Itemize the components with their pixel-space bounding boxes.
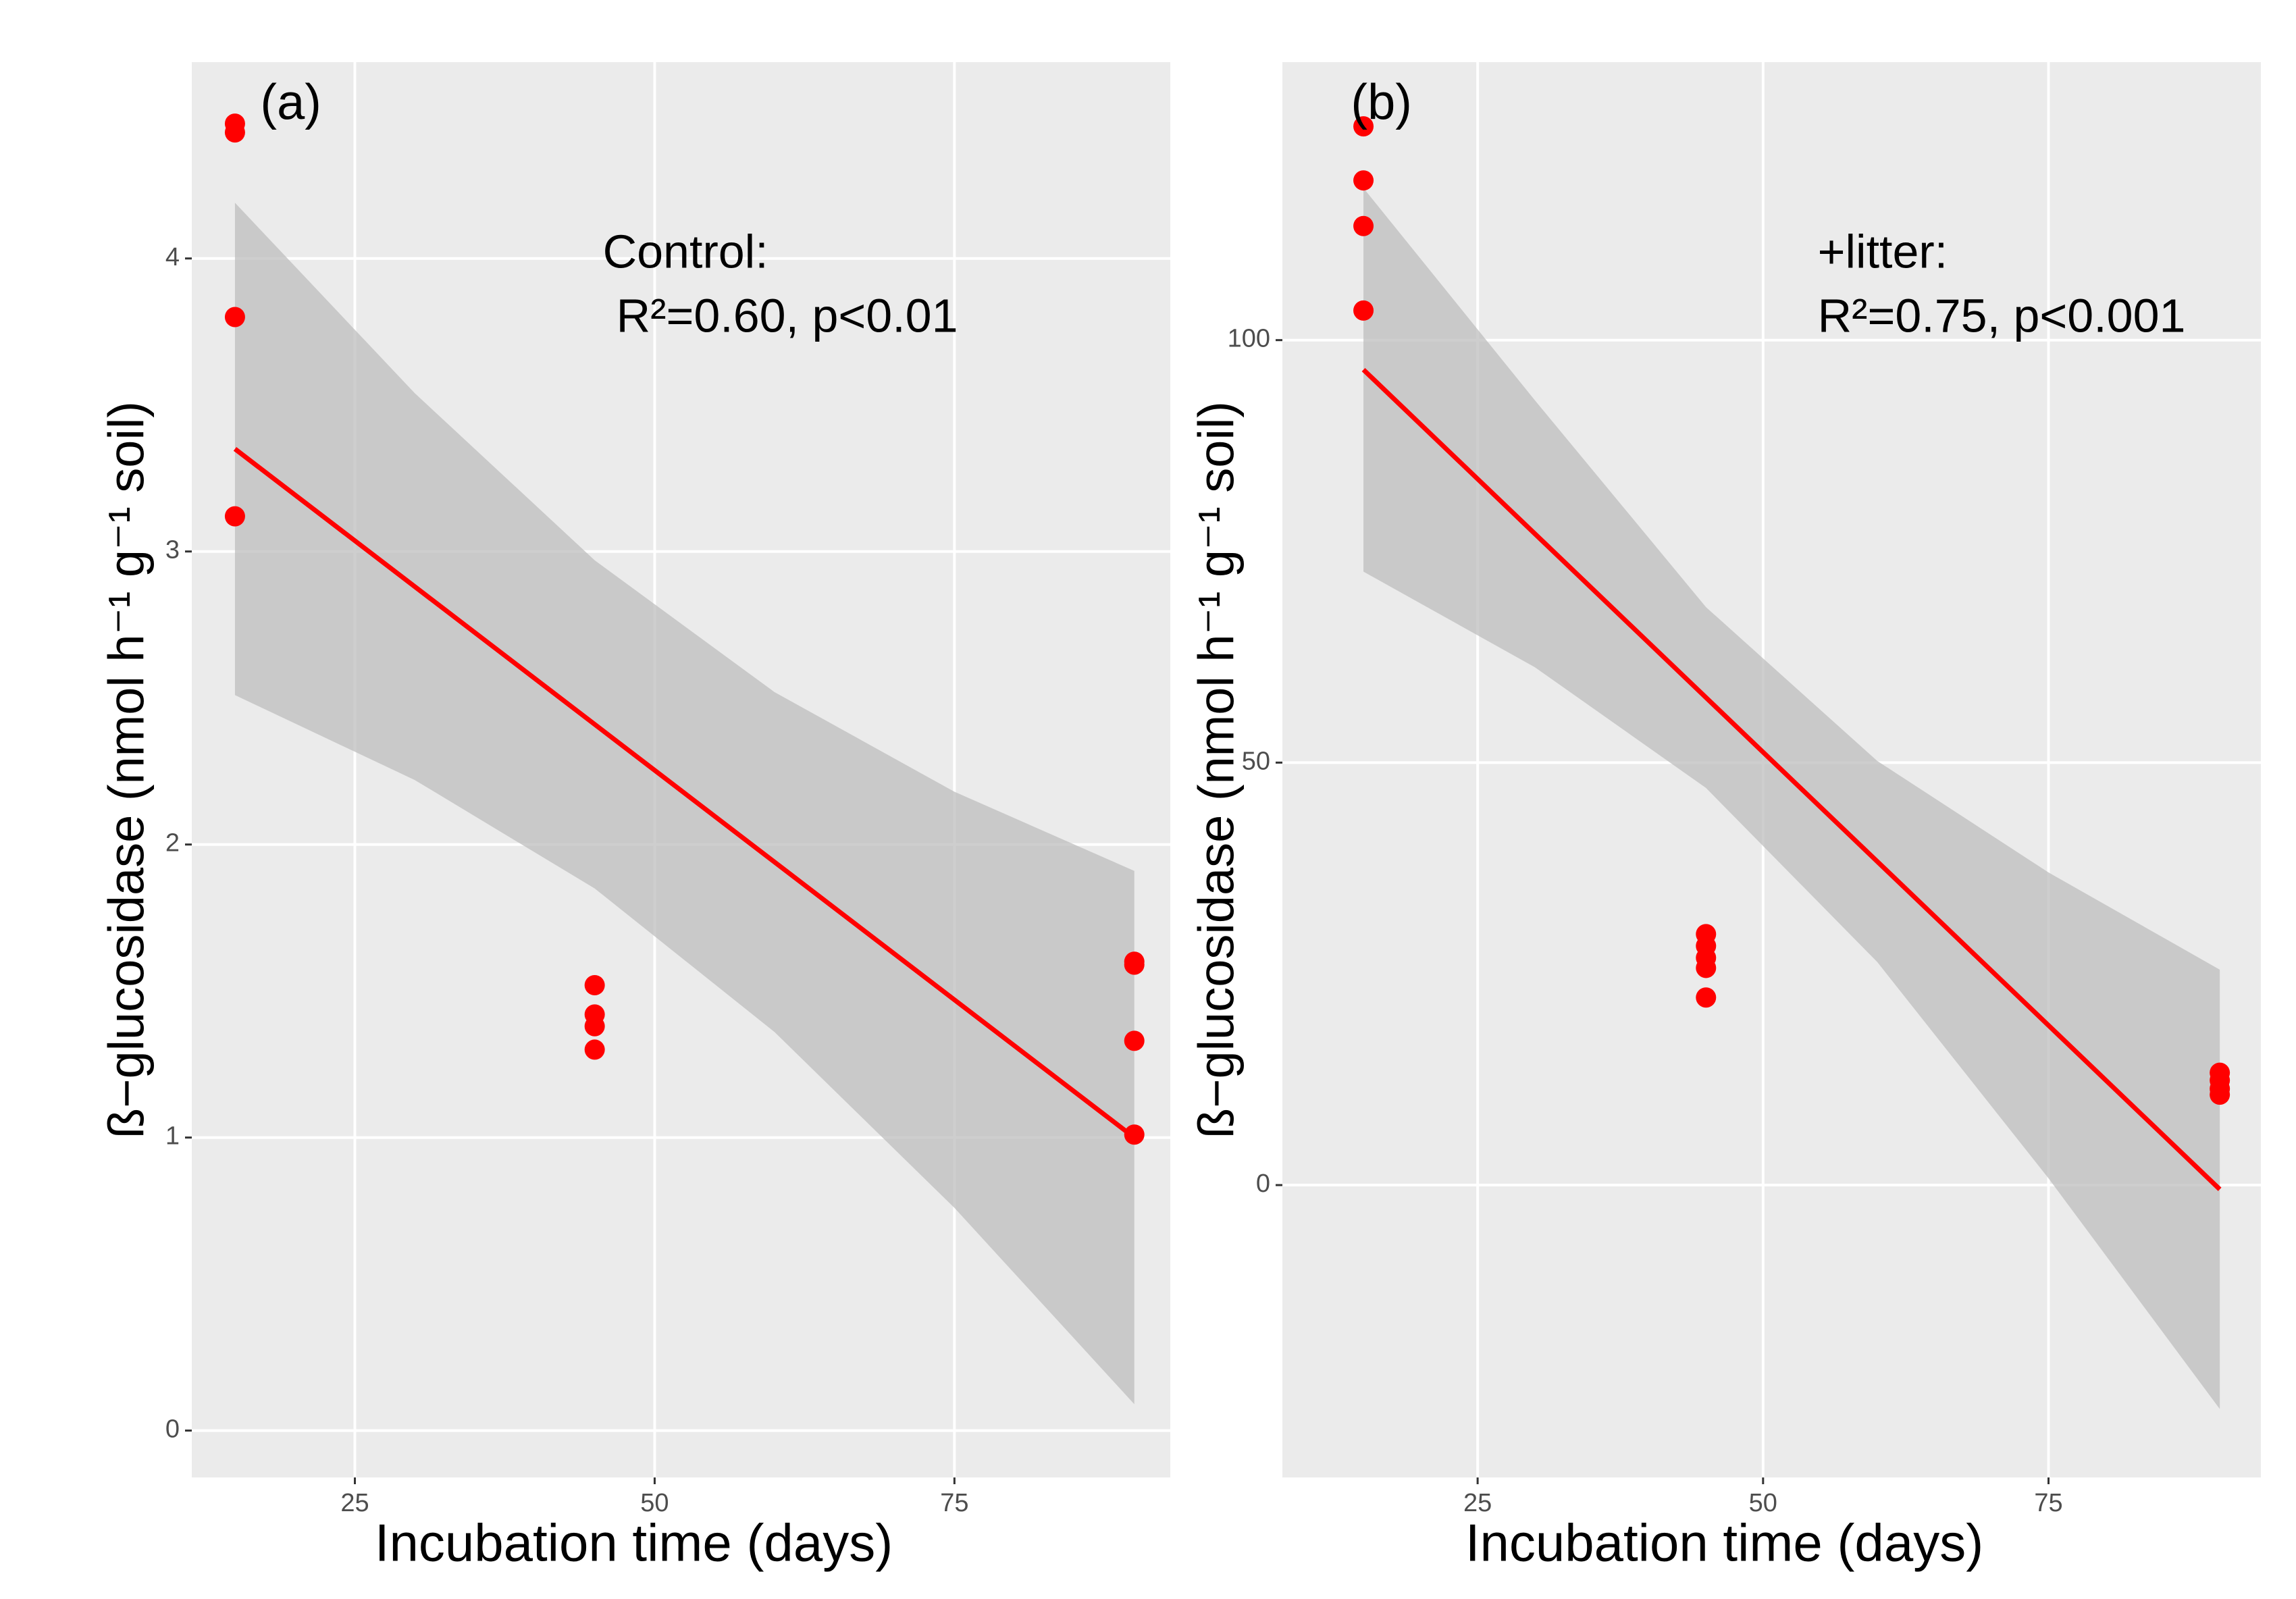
point [1124,1030,1145,1051]
fit-line [1361,367,2222,1191]
point [1696,958,1717,978]
point [224,122,245,143]
x-tick-label: 25 [1463,1489,1492,1517]
point [584,1016,605,1037]
point [1353,215,1374,236]
point [1696,987,1717,1008]
point [1353,116,1374,137]
y-axis-label: ß−glucosidase (nmol h⁻¹ g⁻¹ soil) [1189,401,1245,1138]
panel-label: (b) [1351,74,1411,130]
annotation: R²=0.75, p<0.001 [1818,289,2186,342]
x-tick-label: 75 [2034,1489,2062,1517]
confidence-band [234,203,1134,1405]
y-axis-label: ß−glucosidase (nmol h⁻¹ g⁻¹ soil) [99,401,155,1138]
point [1353,170,1374,191]
point [224,506,245,527]
y-tick-label: 0 [165,1415,180,1444]
x-tick-label: 50 [1749,1489,1777,1517]
x-tick-label: 50 [640,1489,669,1517]
annotation: Control: [603,225,768,278]
point [1353,300,1374,321]
panel-label: (a) [260,74,321,130]
annotation: +litter: [1818,225,1948,278]
y-tick-label: 3 [165,536,180,565]
annotation: R²=0.60, p<0.01 [617,289,958,342]
point [2210,1084,2230,1105]
y-tick-label: 1 [165,1122,180,1151]
x-axis-label: Incubation time (days) [1465,1513,1983,1573]
y-tick-label: 100 [1228,325,1270,353]
point [1124,954,1145,975]
y-tick-label: 0 [1256,1170,1270,1198]
x-tick-label: 25 [340,1489,369,1517]
y-tick-label: 4 [165,243,180,271]
x-axis-label: Incubation time (days) [375,1513,893,1573]
x-tick-label: 75 [940,1489,968,1517]
point [584,1039,605,1060]
y-tick-label: 2 [165,829,180,858]
fit-line [233,447,1136,1140]
point [584,974,605,995]
y-tick-label: 50 [1242,747,1270,775]
point [224,307,245,327]
confidence-band [1363,188,2220,1409]
